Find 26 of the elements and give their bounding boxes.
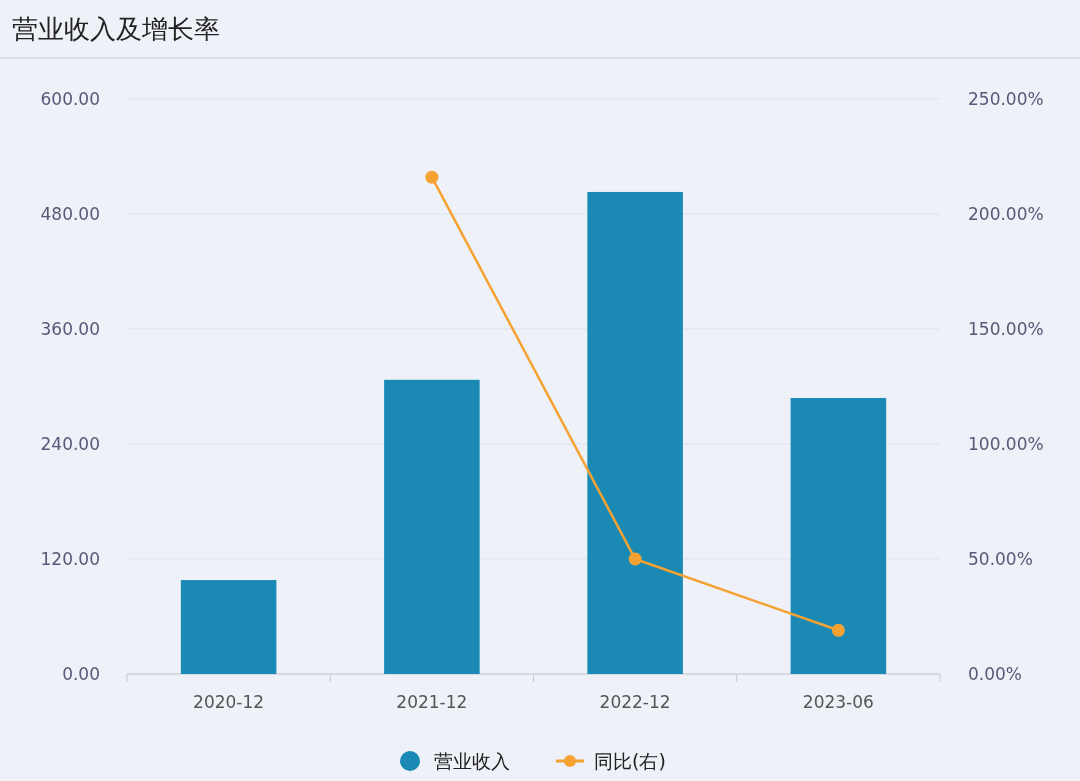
- bar: [790, 398, 887, 674]
- x-tick-label: 2021-12: [396, 692, 468, 712]
- y-tick-label: 360.00: [40, 318, 100, 339]
- y2-tick-label: 200.00%: [968, 203, 1044, 224]
- bar: [180, 580, 277, 674]
- bar: [587, 191, 683, 674]
- y-tick-label: 0.00: [62, 663, 100, 684]
- y2-tick-label: 100.00%: [968, 433, 1044, 454]
- chart-title: 营业收入及增长率: [12, 14, 220, 44]
- y2-tick-label: 250.00%: [968, 88, 1044, 109]
- y-tick-label: 240.00: [40, 433, 100, 454]
- point: [425, 170, 439, 184]
- y2-tick-label: 0.00%: [968, 663, 1023, 684]
- x-tick-label: 2022-12: [599, 692, 671, 712]
- legend-label: 同比(右): [594, 749, 666, 772]
- legend-label: 营业收入: [434, 749, 510, 772]
- point: [628, 552, 642, 566]
- bar: [384, 379, 480, 674]
- x-tick-label: 2023-06: [802, 692, 874, 712]
- point: [831, 623, 845, 637]
- y-tick-label: 480.00: [40, 203, 100, 224]
- y2-tick-label: 150.00%: [968, 318, 1044, 339]
- y2-tick-label: 50.00%: [968, 548, 1033, 569]
- y-tick-label: 600.00: [40, 88, 100, 109]
- x-tick-label: 2020-12: [193, 692, 265, 712]
- y-tick-label: 120.00: [40, 548, 100, 569]
